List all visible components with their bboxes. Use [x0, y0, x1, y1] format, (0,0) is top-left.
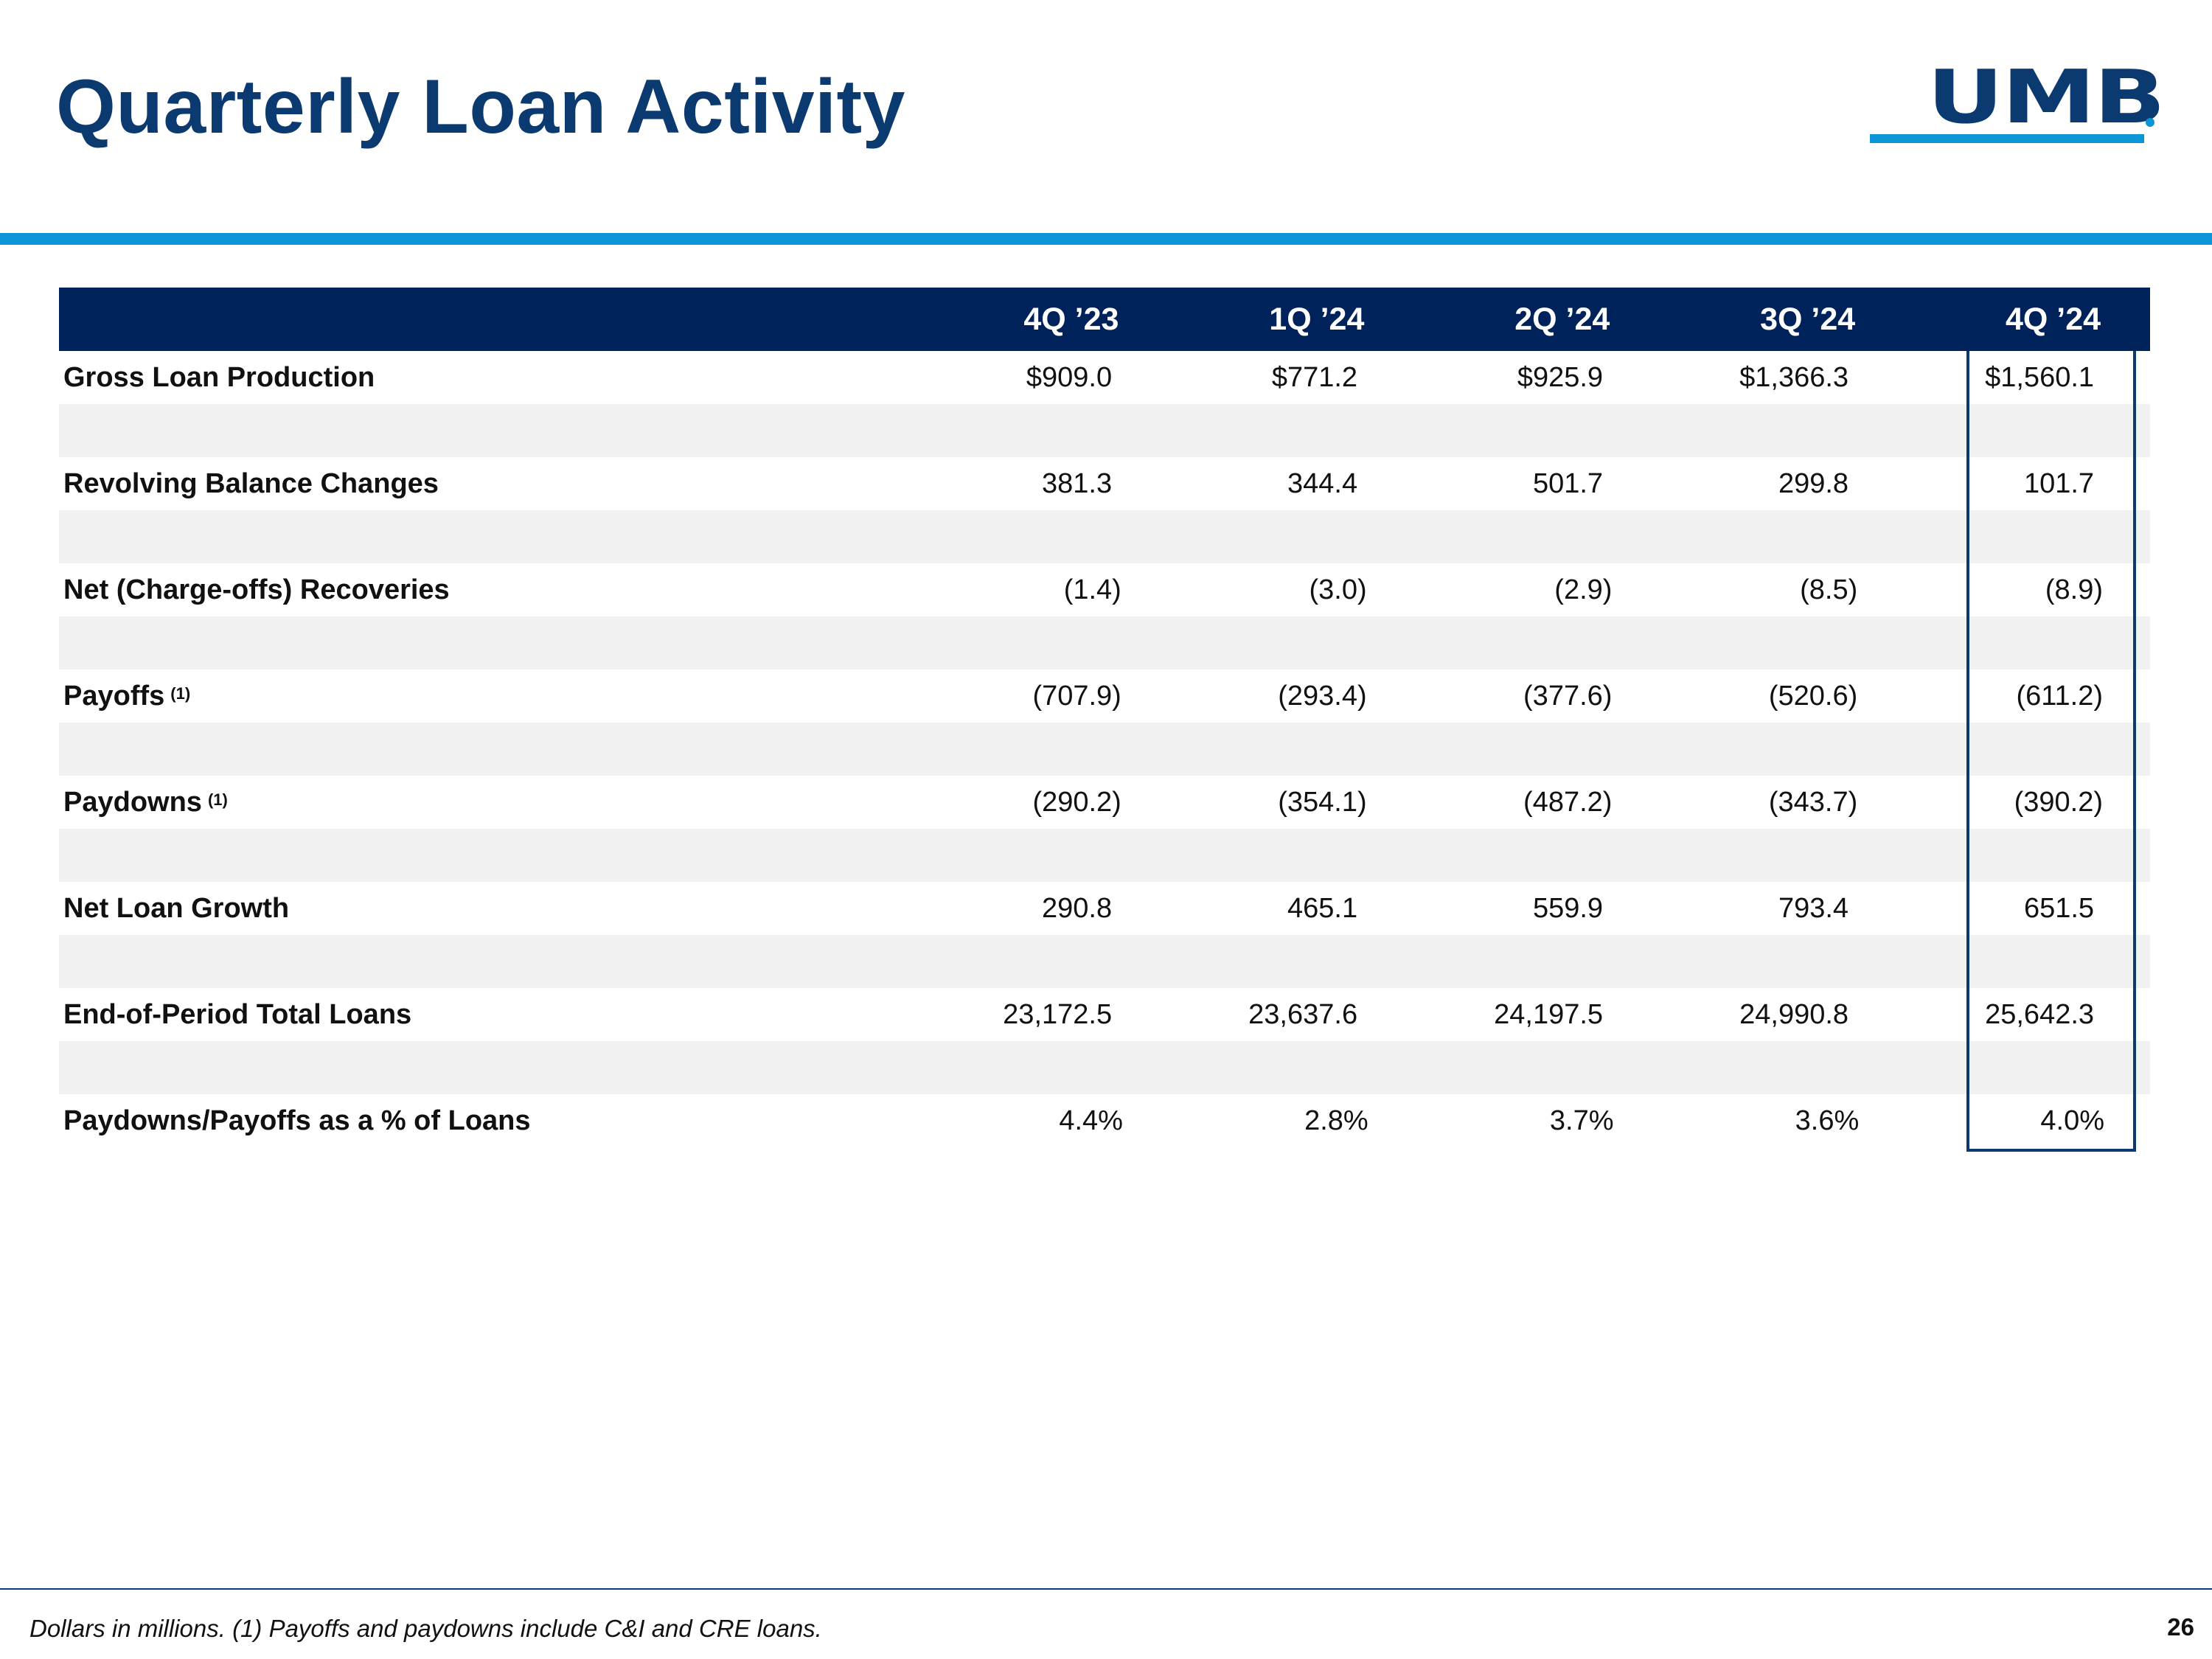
table-cell: 501.7: [1532, 467, 1604, 499]
registered-mark-icon: [2146, 118, 2154, 127]
table-header-row: 4Q ’23 1Q ’24 2Q ’24 3Q ’24 4Q ’24: [59, 288, 2150, 351]
row-label: Payoffs (1): [63, 680, 191, 712]
table-cell: (2.9): [1554, 574, 1613, 605]
table-row: Payoffs (1) (707.9) (293.4) (377.6) (520.…: [59, 669, 2150, 723]
row-label: Revolving Balance Changes: [63, 467, 439, 499]
table-cell: 2.8%: [1304, 1105, 1368, 1136]
column-header: 3Q ’24: [1760, 301, 1856, 337]
table-cell: (343.7): [1768, 786, 1858, 818]
table-row: Gross Loan Production $909.0 $771.2 $925…: [59, 351, 2150, 404]
table-cell: 381.3: [1042, 467, 1113, 499]
column-header: 4Q ’23: [1023, 301, 1119, 337]
table-cell: (390.2): [2014, 786, 2104, 818]
footer-divider: [0, 1588, 2212, 1590]
table-cell: 4.0%: [2040, 1105, 2105, 1136]
table-cell: (293.4): [1278, 680, 1367, 712]
row-label: Paydowns (1): [63, 786, 228, 818]
spacer-row: [59, 723, 2150, 776]
spacer-row: [59, 616, 2150, 669]
table-cell: 24,197.5: [1494, 998, 1604, 1030]
table-row: Revolving Balance Changes 381.3 344.4 50…: [59, 457, 2150, 510]
table-cell: $925.9: [1517, 361, 1604, 393]
table-row: Net (Charge-offs) Recoveries (1.4) (3.0)…: [59, 563, 2150, 616]
table-row: End-of-Period Total Loans 23,172.5 23,63…: [59, 988, 2150, 1041]
table-cell: $771.2: [1271, 361, 1358, 393]
table-cell: 3.7%: [1549, 1105, 1614, 1136]
table-cell: 651.5: [2023, 892, 2095, 924]
logo-underline: [1870, 134, 2144, 143]
table-cell: 793.4: [1778, 892, 1849, 924]
table-row: Paydowns (1) (290.2) (354.1) (487.2) (343…: [59, 776, 2150, 829]
table-row: Paydowns/Payoffs as a % of Loans 4.4% 2.…: [59, 1094, 2150, 1147]
slide-title: Quarterly Loan Activity: [56, 64, 905, 150]
table-cell: 3.6%: [1795, 1105, 1860, 1136]
row-label: Net Loan Growth: [63, 892, 290, 924]
table-cell: $1,560.1: [1985, 361, 2095, 393]
table-cell: 4.4%: [1059, 1105, 1123, 1136]
table-cell: 290.8: [1042, 892, 1113, 924]
table-cell: (290.2): [1032, 786, 1121, 818]
column-header: 2Q ’24: [1514, 301, 1610, 337]
row-label: End-of-Period Total Loans: [63, 998, 412, 1030]
table-cell: 23,172.5: [1003, 998, 1113, 1030]
header-divider: [0, 233, 2212, 245]
loan-activity-table: 4Q ’23 1Q ’24 2Q ’24 3Q ’24 4Q ’24 Gross…: [59, 288, 2150, 1147]
table-cell: (8.9): [2045, 574, 2104, 605]
spacer-row: [59, 404, 2150, 457]
table-cell: (8.5): [1800, 574, 1858, 605]
table-cell: 101.7: [2023, 467, 2095, 499]
table-cell: 25,642.3: [1985, 998, 2095, 1030]
row-label: Gross Loan Production: [63, 361, 375, 393]
latest-quarter-highlight: [1966, 351, 2136, 1152]
table-cell: 299.8: [1778, 467, 1849, 499]
table-cell: 344.4: [1287, 467, 1358, 499]
table-cell: (3.0): [1309, 574, 1367, 605]
table-cell: (707.9): [1032, 680, 1121, 712]
table-cell: (487.2): [1523, 786, 1613, 818]
footnote: Dollars in millions. (1) Payoffs and pay…: [29, 1615, 822, 1642]
footnote-marker: (1): [207, 790, 228, 809]
column-header: 4Q ’24: [2006, 301, 2101, 337]
table-cell: $1,366.3: [1739, 361, 1849, 393]
spacer-row: [59, 935, 2150, 988]
table-row: Net Loan Growth 290.8 465.1 559.9 793.4 …: [59, 882, 2150, 935]
table-cell: 465.1: [1287, 892, 1358, 924]
table-cell: 559.9: [1532, 892, 1604, 924]
row-label: Net (Charge-offs) Recoveries: [63, 574, 450, 605]
table-cell: (354.1): [1278, 786, 1367, 818]
table-cell: 24,990.8: [1739, 998, 1849, 1030]
row-label: Paydowns/Payoffs as a % of Loans: [63, 1105, 531, 1136]
page-number: 26: [2167, 1613, 2194, 1641]
footnote-marker: (1): [170, 684, 191, 703]
column-header: 1Q ’24: [1269, 301, 1365, 337]
logo-wordmark: UMB: [1927, 54, 2166, 140]
spacer-row: [59, 1041, 2150, 1094]
table-cell: 23,637.6: [1248, 998, 1358, 1030]
spacer-row: [59, 829, 2150, 882]
table-cell: (611.2): [2016, 680, 2104, 712]
umb-logo: UMB: [1870, 60, 2166, 145]
spacer-row: [59, 510, 2150, 563]
table-cell: (377.6): [1523, 680, 1613, 712]
table-cell: (1.4): [1063, 574, 1121, 605]
table-cell: $909.0: [1026, 361, 1113, 393]
table-cell: (520.6): [1768, 680, 1858, 712]
